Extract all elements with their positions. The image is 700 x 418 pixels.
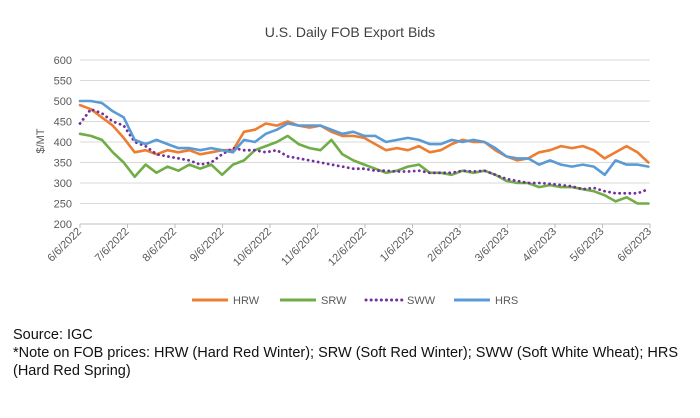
source-note: Source: IGC bbox=[13, 327, 93, 343]
legend-label-hrs: HRS bbox=[495, 295, 518, 307]
series-line-srw bbox=[78, 132, 650, 205]
y-tick-label: 600 bbox=[54, 55, 72, 67]
fob-note: *Note on FOB prices: HRW (Hard Red Winte… bbox=[13, 345, 678, 379]
x-tick-label: 7/6/2022 bbox=[93, 226, 132, 265]
chart-area: U.S. Daily FOB Export Bids 200 250 300 350 4… bbox=[35, 24, 654, 307]
x-tick-label: 11/6/2022 bbox=[279, 226, 322, 269]
legend: HRW SRW SWW HRS bbox=[192, 295, 518, 307]
x-tick-label: 6/6/2023 bbox=[615, 226, 654, 265]
y-tick-label: 350 bbox=[54, 158, 72, 170]
y-tick-label: 500 bbox=[54, 96, 72, 108]
x-tick-label: 4/6/2023 bbox=[520, 226, 559, 265]
y-tick-label: 200 bbox=[54, 219, 72, 231]
x-tick-label: 1/6/2023 bbox=[378, 226, 417, 265]
y-tick-label: 550 bbox=[54, 76, 72, 88]
x-tick-label: 10/6/2022 bbox=[231, 226, 274, 269]
chart-title: U.S. Daily FOB Export Bids bbox=[265, 24, 435, 40]
series-line-hrs bbox=[78, 99, 650, 177]
series-line-sww bbox=[78, 107, 650, 195]
series-line-hrw bbox=[78, 103, 650, 164]
y-tick-label: 450 bbox=[54, 117, 72, 129]
series-lines bbox=[78, 99, 650, 205]
axes: 200 250 300 350 400 450 500 550 600 6/6/2022 7/6/2… bbox=[45, 55, 654, 269]
x-tick-label: 9/6/2022 bbox=[188, 226, 227, 265]
x-tick-label: 6/6/2022 bbox=[45, 226, 84, 265]
line-chart: U.S. Daily FOB Export Bids 200 250 300 350 4… bbox=[35, 24, 654, 307]
notes: Source: IGC *Note on FOB prices: HRW (Ha… bbox=[13, 326, 693, 380]
x-tick-label: 3/6/2023 bbox=[473, 226, 512, 265]
x-tick-label: 12/6/2022 bbox=[326, 226, 369, 269]
legend-label-srw: SRW bbox=[321, 295, 347, 307]
x-tick-label: 5/6/2023 bbox=[568, 226, 607, 265]
x-tick-label: 8/6/2022 bbox=[140, 226, 179, 265]
y-tick-label: 400 bbox=[54, 137, 72, 149]
y-axis-label: $/MT bbox=[35, 128, 47, 153]
legend-label-sww: SWW bbox=[407, 295, 436, 307]
y-tick-label: 250 bbox=[54, 199, 72, 211]
x-tick-label: 2/6/2023 bbox=[425, 226, 464, 265]
y-tick-label: 300 bbox=[54, 178, 72, 190]
grid-lines bbox=[80, 59, 650, 225]
legend-label-hrw: HRW bbox=[233, 295, 260, 307]
